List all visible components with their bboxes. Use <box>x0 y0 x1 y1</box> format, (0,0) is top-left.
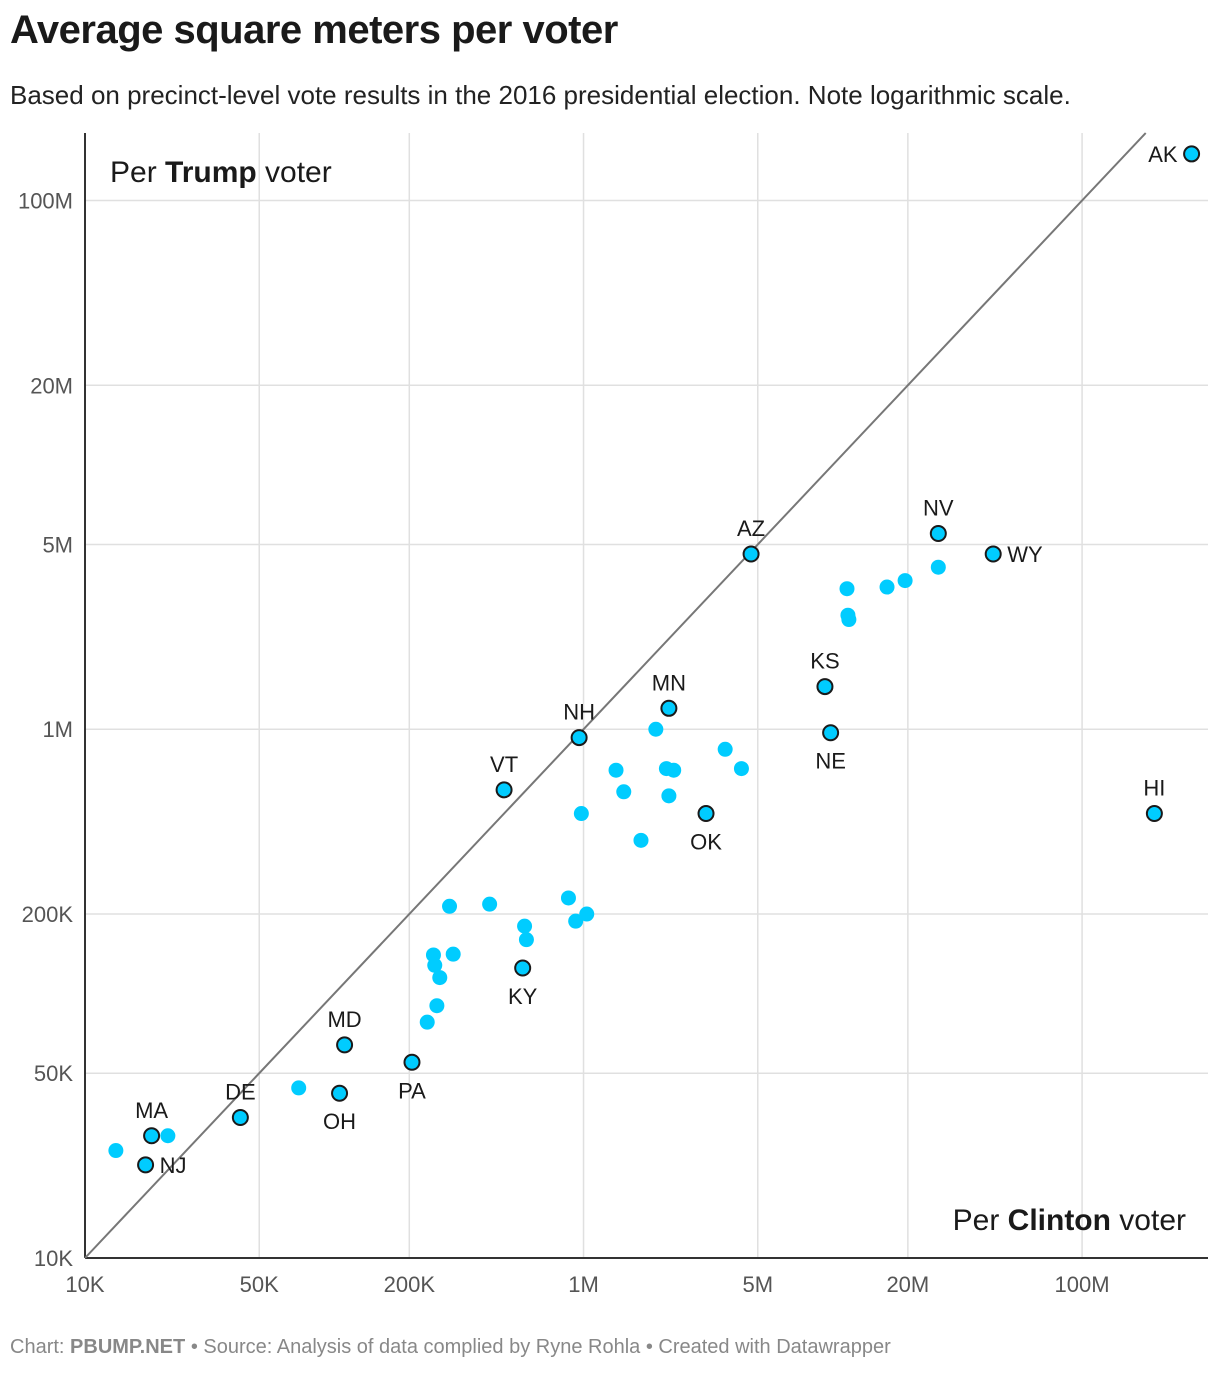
state-point-ma <box>143 1127 161 1145</box>
state-label-nh: NH <box>563 700 595 725</box>
state-point <box>608 762 624 778</box>
state-label-az: AZ <box>737 516 765 541</box>
state-point-pa <box>403 1053 421 1071</box>
y-tick-label: 20M <box>30 373 73 398</box>
chart-subtitle: Based on precinct-level vote results in … <box>10 80 1071 110</box>
state-label-ne: NE <box>815 749 846 774</box>
state-point-nj <box>137 1156 155 1174</box>
state-point-ak <box>1183 145 1201 163</box>
state-point <box>616 784 632 800</box>
chart-title: Average square meters per voter <box>10 8 618 52</box>
state-point-wy <box>984 545 1002 563</box>
state-point <box>442 898 458 914</box>
state-label-oh: OH <box>323 1109 356 1134</box>
state-label-pa: PA <box>398 1078 426 1103</box>
state-point-az <box>742 545 760 563</box>
state-point-vt <box>495 781 513 799</box>
state-label-vt: VT <box>490 752 518 777</box>
state-point-ky <box>514 959 532 977</box>
state-label-ky: KY <box>508 984 538 1009</box>
footer-chart-prefix: Chart: <box>10 1336 65 1358</box>
x-tick-label: 20M <box>886 1272 929 1297</box>
state-label-hi: HI <box>1143 776 1165 801</box>
state-point-mn <box>660 699 678 717</box>
state-point <box>160 1128 176 1144</box>
clinton-axis-label: Per Clinton voter <box>953 1204 1186 1237</box>
scatter-chart: 10K 50K 200K 1M 5M 20M 100M 10K 50K 200K 1M 5M 20M 10… <box>18 132 1208 1297</box>
state-point <box>517 918 533 934</box>
x-tick-label: 200K <box>384 1272 436 1297</box>
state-label-wy: WY <box>1007 542 1043 567</box>
state-point-nh <box>570 729 588 747</box>
state-point <box>841 612 857 628</box>
state-label-nv: NV <box>923 496 954 521</box>
x-tick-label: 100M <box>1055 1272 1110 1297</box>
state-point <box>518 932 534 948</box>
y-tick-label: 100M <box>18 188 73 213</box>
state-label-ks: KS <box>810 649 839 674</box>
x-tick-label: 1M <box>568 1272 599 1297</box>
state-point <box>568 913 584 929</box>
x-tick-label: 5M <box>742 1272 773 1297</box>
y-tick-label: 10K <box>34 1246 73 1271</box>
state-point <box>717 741 733 757</box>
y-tick-label: 1M <box>42 717 73 742</box>
state-label-nj: NJ <box>160 1153 187 1178</box>
y-tick-label: 5M <box>42 532 73 557</box>
state-point <box>445 946 461 962</box>
state-point <box>666 762 682 778</box>
state-point <box>432 970 448 986</box>
state-point <box>579 906 595 922</box>
state-point <box>897 573 913 589</box>
state-point <box>419 1014 435 1030</box>
state-point <box>648 721 664 737</box>
state-label-ma: MA <box>135 1098 168 1123</box>
x-tick-label: 10K <box>65 1272 104 1297</box>
y-tick-label: 50K <box>34 1061 73 1086</box>
state-point-de <box>231 1108 249 1126</box>
state-point-md <box>336 1036 354 1054</box>
state-point-hi <box>1145 805 1163 823</box>
footer-brand-link[interactable]: PBUMP.NET <box>70 1336 186 1358</box>
state-label-ok: OK <box>690 830 722 855</box>
state-label-ak: AK <box>1148 142 1178 167</box>
state-point <box>930 559 946 575</box>
state-point <box>482 896 498 912</box>
state-point <box>633 832 649 848</box>
state-label-md: MD <box>327 1007 361 1032</box>
state-point-ks <box>816 678 834 696</box>
trump-axis-label: Per Trump voter <box>110 156 332 189</box>
state-point-oh <box>331 1084 349 1102</box>
state-point <box>661 788 677 804</box>
state-point <box>733 761 749 777</box>
state-point-nv <box>929 525 947 543</box>
y-tick-label: 200K <box>22 902 74 927</box>
state-point <box>291 1080 307 1096</box>
state-point <box>427 957 443 973</box>
state-point <box>839 581 855 597</box>
state-point <box>429 998 445 1014</box>
state-label-mn: MN <box>652 670 686 695</box>
footer-source: • Source: Analysis of data complied by R… <box>190 1336 891 1358</box>
equality-line <box>84 132 1147 1259</box>
state-point <box>108 1143 124 1159</box>
state-point <box>560 890 576 906</box>
state-point-ne <box>822 724 840 742</box>
x-tick-label: 50K <box>240 1272 279 1297</box>
state-point <box>573 806 589 822</box>
chart-footer: Chart: PBUMP.NET • Source: Analysis of d… <box>10 1336 891 1359</box>
state-label-de: DE <box>225 1079 256 1104</box>
state-point-ok <box>697 805 715 823</box>
state-point <box>879 579 895 595</box>
